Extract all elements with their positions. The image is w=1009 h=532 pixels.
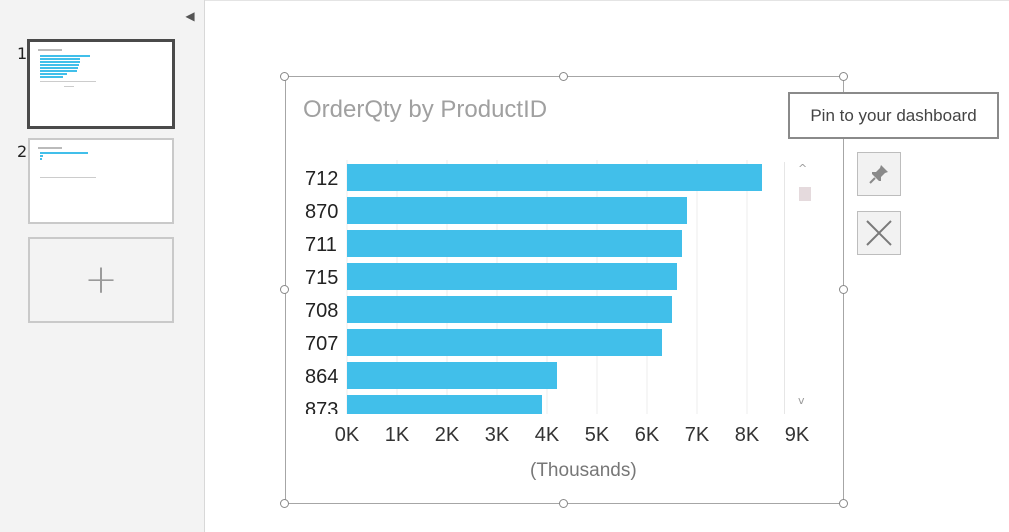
x-tick-label: 7K: [684, 424, 710, 446]
bar-708[interactable]: [347, 296, 672, 323]
close-visual-button[interactable]: [857, 211, 901, 255]
y-tick-label: 873: [305, 399, 338, 420]
x-axis-label: (Thousands): [530, 460, 637, 481]
pin-icon: [869, 165, 888, 184]
chevron-left-icon: ◀: [185, 9, 195, 23]
y-tick-label: 870: [305, 201, 338, 223]
resize-handle-top[interactable]: [559, 72, 568, 81]
close-x-icon: [866, 220, 892, 246]
resize-handle-top-right[interactable]: [839, 72, 848, 81]
resize-handle-bottom-right[interactable]: [839, 499, 848, 508]
pin-tooltip: Pin to your dashboard: [788, 92, 999, 139]
bar-715[interactable]: [347, 263, 677, 290]
resize-handle-left[interactable]: [280, 285, 289, 294]
scroll-thumb[interactable]: [799, 187, 811, 201]
x-tick-label: 8K: [734, 424, 760, 446]
x-tick-label: 9K: [784, 424, 810, 446]
collapse-panel-button[interactable]: ◀: [183, 8, 197, 24]
resize-handle-right[interactable]: [839, 285, 848, 294]
y-tick-label: 707: [305, 333, 338, 355]
x-tick-label: 6K: [634, 424, 660, 446]
resize-handle-bottom[interactable]: [559, 499, 568, 508]
bar-711[interactable]: [347, 230, 682, 257]
x-tick-label: 0K: [334, 424, 360, 446]
slide-panel: ◀ 1 2 +: [0, 0, 205, 532]
bar-712[interactable]: [347, 164, 762, 191]
resize-handle-top-left[interactable]: [280, 72, 289, 81]
pin-button[interactable]: [857, 152, 901, 196]
x-tick-label: 2K: [434, 424, 460, 446]
x-tick-label: 5K: [584, 424, 610, 446]
bar-chart: 712 870 711 715 708 707 864 873: [305, 160, 762, 420]
chart-scrollbar[interactable]: ^ v: [784, 162, 814, 414]
bar-870[interactable]: [347, 197, 687, 224]
bar-873[interactable]: [347, 395, 542, 420]
scroll-track: [784, 162, 785, 414]
slide-2-preview: [38, 147, 96, 178]
canvas-top-border: [205, 0, 1009, 1]
slide-1-preview: [38, 49, 96, 87]
y-tick-label: 715: [305, 267, 338, 289]
slide-thumbnail-1[interactable]: [27, 39, 175, 129]
x-tick-label: 3K: [484, 424, 510, 446]
x-tick-label: 1K: [384, 424, 410, 446]
resize-handle-bottom-left[interactable]: [280, 499, 289, 508]
bar-707[interactable]: [347, 329, 662, 356]
chart-title: OrderQty by ProductID: [303, 96, 548, 123]
y-tick-label: 712: [305, 168, 338, 190]
y-tick-label: 711: [305, 234, 337, 256]
x-tick-label: 4K: [534, 424, 560, 446]
bar-864[interactable]: [347, 362, 557, 389]
slide-thumbnail-2[interactable]: [28, 138, 174, 224]
y-tick-label: 864: [305, 366, 338, 388]
slide-number-1: 1: [17, 44, 28, 63]
slide-number-2: 2: [17, 142, 28, 161]
add-slide-button[interactable]: +: [28, 237, 174, 323]
scroll-up-arrow[interactable]: ^: [798, 162, 808, 175]
y-tick-label: 708: [305, 300, 338, 322]
scroll-down-arrow[interactable]: v: [798, 394, 805, 407]
